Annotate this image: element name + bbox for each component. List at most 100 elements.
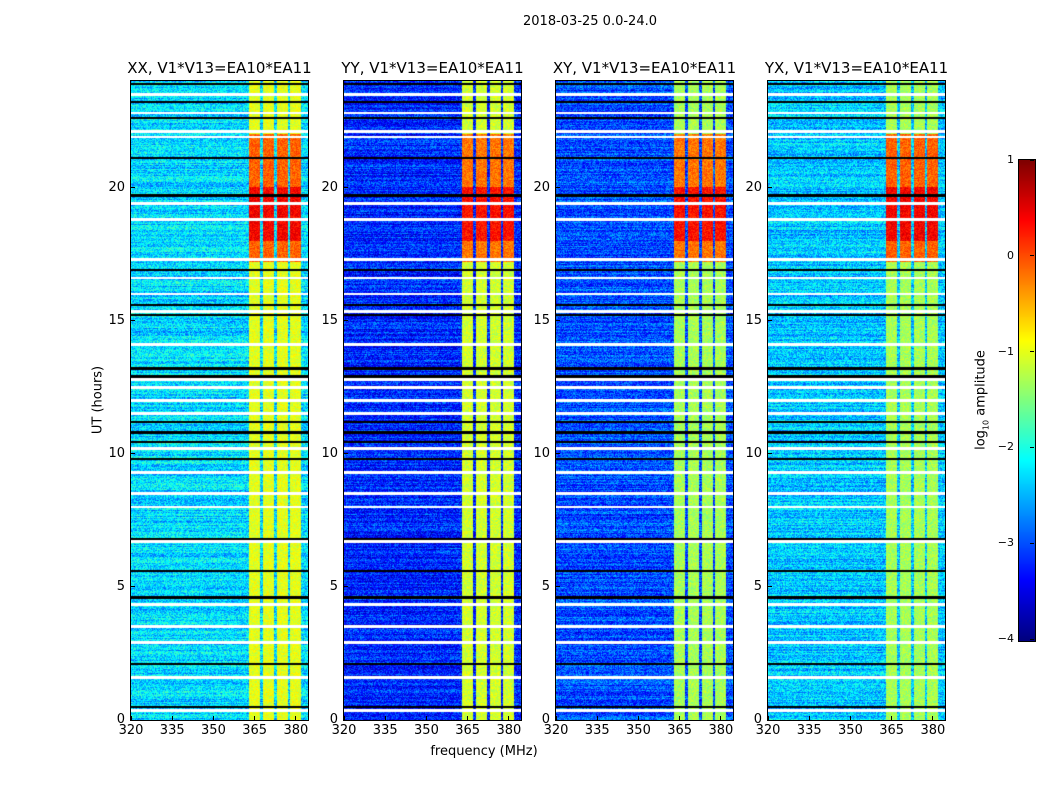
colorbar-tick-label: 0 xyxy=(1007,248,1014,262)
y-tick xyxy=(768,586,772,588)
y-tick-label: 5 xyxy=(116,578,125,594)
x-tick-label: 320 xyxy=(331,723,357,738)
x-tick-label: 365 xyxy=(455,723,481,738)
y-tick-label: 10 xyxy=(321,445,338,461)
x-tick-label: 365 xyxy=(242,723,268,738)
y-tick xyxy=(768,719,772,721)
x-tick-label: 335 xyxy=(159,723,185,738)
y-tick xyxy=(131,320,135,322)
x-tick-label: 380 xyxy=(283,723,309,738)
colorbar-tick xyxy=(1030,446,1034,448)
colorbar-label: log10 amplitude xyxy=(973,350,991,450)
y-tick-label: 15 xyxy=(533,312,550,328)
y-tick-label: 20 xyxy=(533,179,550,195)
x-tick-label: 380 xyxy=(708,723,734,738)
waterfall-image xyxy=(556,81,733,720)
y-tick xyxy=(768,453,772,455)
y-tick-label: 20 xyxy=(108,179,125,195)
x-tick xyxy=(849,716,851,720)
x-tick-label: 350 xyxy=(626,723,651,738)
y-tick-label: 15 xyxy=(745,312,762,328)
panel-1 xyxy=(343,80,522,721)
colorbar-tick xyxy=(1030,638,1034,640)
y-tick-label: 15 xyxy=(321,312,338,328)
y-tick-label: 10 xyxy=(533,445,550,461)
panel-title: XX, V1*V13=EA10*EA11 xyxy=(127,59,312,77)
colorbar-tick xyxy=(1030,255,1034,257)
x-tick xyxy=(130,716,132,720)
panel-3 xyxy=(767,80,946,721)
x-tick xyxy=(467,716,469,720)
x-tick xyxy=(891,716,893,720)
colorbar-tick xyxy=(1030,159,1034,161)
x-tick-label: 335 xyxy=(584,723,610,738)
x-tick xyxy=(343,716,345,720)
y-tick xyxy=(556,453,560,455)
x-tick xyxy=(555,716,557,720)
y-tick-label: 0 xyxy=(116,712,125,727)
y-tick-label: 5 xyxy=(753,578,762,594)
waterfall-image xyxy=(131,81,308,720)
y-tick xyxy=(768,187,772,188)
x-tick-label: 365 xyxy=(879,723,905,738)
y-tick-label: 0 xyxy=(753,712,762,727)
x-tick xyxy=(425,716,427,720)
x-tick-label: 335 xyxy=(796,723,822,738)
x-tick xyxy=(637,716,639,720)
figure-title: 2018-03-25 0.0-24.0 xyxy=(523,14,657,29)
colorbar-tick-label: −3 xyxy=(997,536,1014,550)
y-tick-label: 20 xyxy=(321,179,338,195)
x-tick xyxy=(171,716,173,720)
panel-title: YX, V1*V13=EA10*EA11 xyxy=(764,59,949,77)
x-tick xyxy=(808,716,810,720)
x-axis-label: frequency (MHz) xyxy=(430,744,538,759)
y-tick xyxy=(344,586,348,588)
x-tick xyxy=(679,716,681,720)
y-axis-label: UT (hours) xyxy=(90,365,106,435)
y-tick xyxy=(131,719,135,721)
x-tick xyxy=(508,716,510,720)
x-tick xyxy=(254,716,256,720)
y-tick-label: 0 xyxy=(329,712,338,727)
colorbar-tick-label: −1 xyxy=(997,344,1014,358)
x-tick-label: 380 xyxy=(920,723,946,738)
waterfall-image xyxy=(768,81,945,720)
y-tick xyxy=(344,187,348,188)
x-tick-label: 350 xyxy=(201,723,226,738)
panel-0 xyxy=(130,80,309,721)
x-tick-label: 335 xyxy=(372,723,398,738)
y-tick xyxy=(556,586,560,588)
panel-title: XY, V1*V13=EA10*EA11 xyxy=(552,59,737,77)
x-tick-label: 350 xyxy=(414,723,439,738)
y-tick-label: 15 xyxy=(108,312,125,328)
colorbar-tick xyxy=(1030,351,1034,353)
x-tick xyxy=(384,716,386,720)
y-tick xyxy=(768,320,772,322)
colorbar-tick xyxy=(1030,542,1034,544)
colorbar-tick-label: 1 xyxy=(1007,153,1014,166)
x-tick xyxy=(596,716,598,720)
y-tick xyxy=(556,187,560,188)
y-tick xyxy=(344,719,348,721)
colorbar-tick-label: −4 xyxy=(997,632,1014,645)
y-tick-label: 20 xyxy=(745,179,762,195)
y-tick xyxy=(131,187,135,188)
y-tick xyxy=(131,453,135,455)
x-tick xyxy=(212,716,214,720)
y-tick-label: 10 xyxy=(108,445,125,461)
x-tick-label: 320 xyxy=(118,723,144,738)
y-tick xyxy=(131,586,135,588)
x-tick xyxy=(720,716,722,720)
y-tick xyxy=(556,719,560,721)
x-tick xyxy=(767,716,769,720)
y-tick-label: 0 xyxy=(541,712,550,727)
y-tick-label: 10 xyxy=(745,445,762,461)
x-tick xyxy=(932,716,934,720)
x-tick-label: 380 xyxy=(496,723,522,738)
x-tick xyxy=(295,716,297,720)
y-tick xyxy=(344,453,348,455)
panel-title: YY, V1*V13=EA10*EA11 xyxy=(341,59,524,77)
colorbar xyxy=(1018,159,1036,642)
colorbar-tick-label: −2 xyxy=(997,440,1014,454)
